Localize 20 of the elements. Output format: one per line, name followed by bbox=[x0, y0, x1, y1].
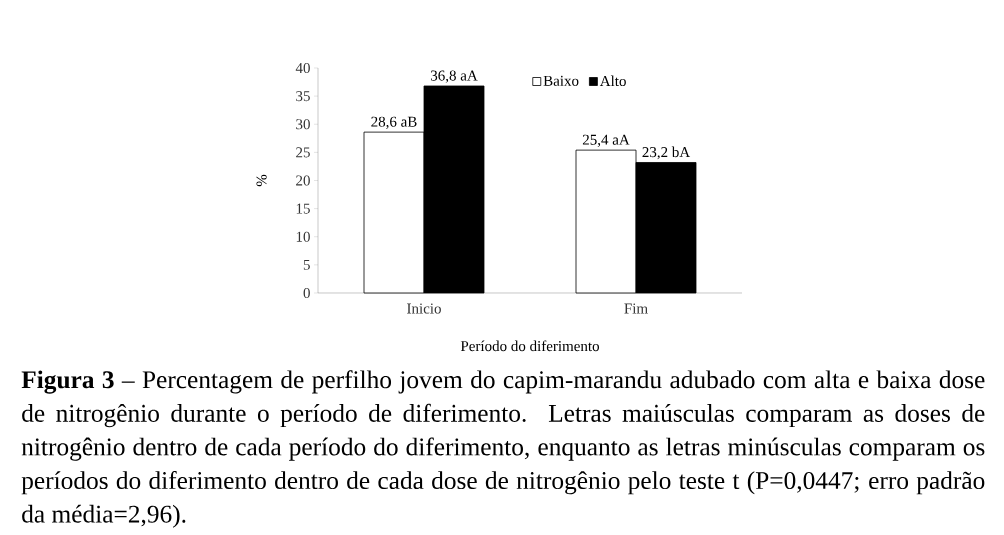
y-tick-label: 15 bbox=[296, 203, 310, 214]
y-tick-label: 40 bbox=[295, 62, 310, 74]
legend-label: Alto bbox=[599, 75, 626, 87]
x-tick-label: Inicio bbox=[407, 303, 441, 314]
x-tick-label: Fim bbox=[624, 303, 648, 314]
data-label: 25,4 aA bbox=[582, 134, 630, 147]
y-tick-label: 5 bbox=[303, 259, 310, 270]
y-tick-label: 25 bbox=[296, 147, 310, 158]
y-tick-label: 35 bbox=[296, 91, 310, 102]
text: Figura 3 – Percentagem de perfilho jovem do capim-marandu adubado com alta e baixa dose de nitrogênio durante o período de diferimento. Letras maiúsculas comparam as doses de nitrogênio dentro de cada período do diferimento, enquanto as letras minúsculas comparam os períodos do diferimento dentro de cada dose de nitrogênio pelo teste t (P=0,0447; erro padrão da média=2,96). bbox=[21, 370, 985, 528]
y-tick-label: 20 bbox=[296, 175, 310, 186]
y-axis-title: % bbox=[256, 174, 267, 187]
data-label: 36,8 aA bbox=[430, 70, 478, 83]
y-tick-label: 30 bbox=[296, 119, 310, 130]
legend-label: Baixo bbox=[543, 75, 579, 86]
data-label: 23,2 bA bbox=[642, 146, 691, 160]
x-axis-title: Período do diferimento bbox=[460, 340, 599, 352]
y-tick-label: 0 bbox=[303, 287, 310, 299]
y-tick-label: 10 bbox=[296, 231, 310, 242]
data-label: 28,6 aB bbox=[371, 116, 417, 129]
